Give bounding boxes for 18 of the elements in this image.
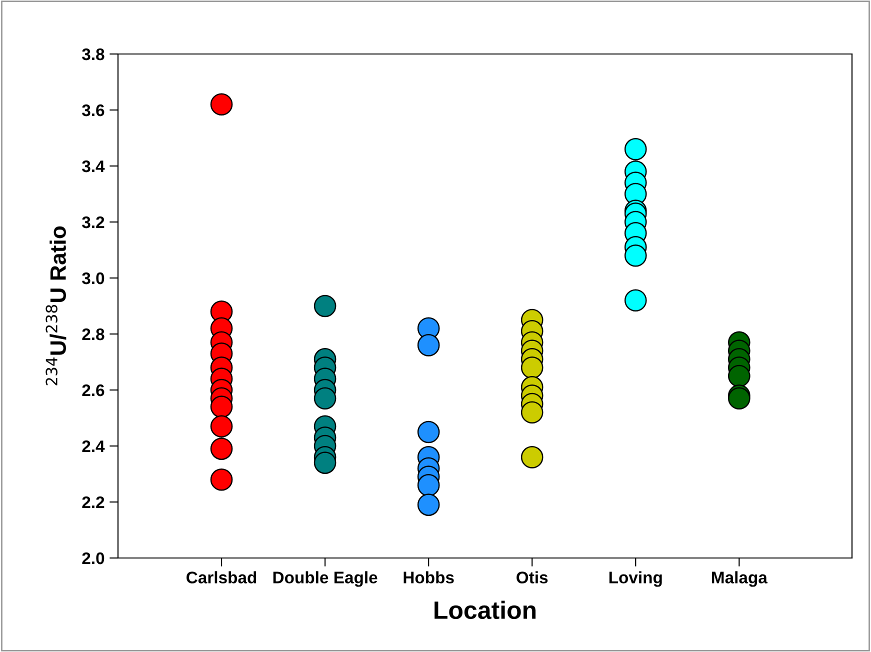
- y-tick-label: 3.0: [82, 272, 104, 284]
- y-tick-label: 2.4: [82, 440, 105, 452]
- x-tick-label: Malaga: [712, 571, 768, 587]
- y-tick-label: 2.6: [82, 384, 104, 396]
- x-tick-label: Carlsbad: [186, 571, 256, 584]
- x-tick-label: Otis: [516, 571, 548, 584]
- x-tick-label: Loving: [609, 571, 662, 587]
- y-tick-label: 2.0: [82, 552, 104, 564]
- y-tick-label: 3.8: [82, 48, 104, 60]
- x-tick-label: Double Eagle: [273, 571, 378, 587]
- y-tick-label: 2.8: [82, 328, 104, 340]
- y-tick-label: 3.6: [82, 104, 104, 116]
- y-tick-label: 3.2: [82, 216, 104, 228]
- x-tick-label: Hobbs: [404, 571, 454, 584]
- y-tick-label: 3.4: [82, 160, 105, 172]
- y-tick-label: 2.2: [82, 496, 104, 508]
- y-axis-title: $^{234}$U/$^{238}$U Ratio: [46, 226, 66, 386]
- x-axis-title: Location: [434, 600, 536, 620]
